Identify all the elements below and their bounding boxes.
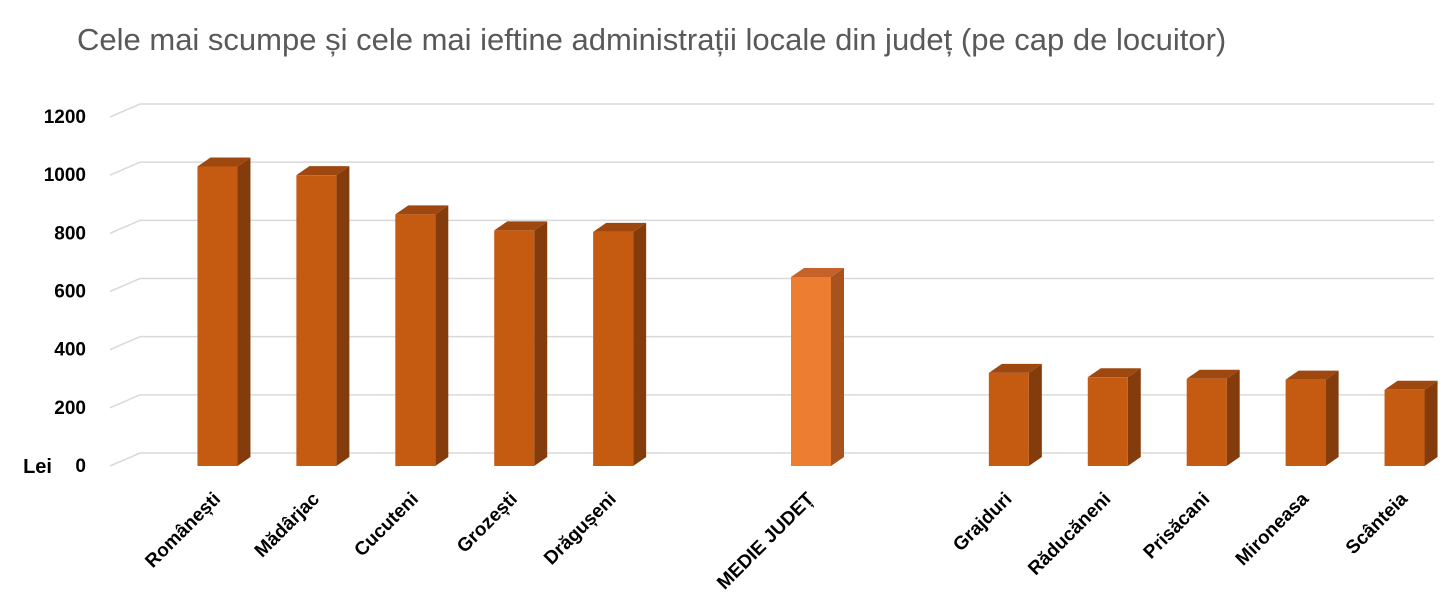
x-tick-label: Grajduri bbox=[949, 489, 1016, 556]
y-tick-label: 200 bbox=[54, 398, 86, 419]
x-tick-label: Drăgușeni bbox=[540, 489, 621, 570]
chart-title: Cele mai scumpe și cele mai ieftine admi… bbox=[77, 22, 1227, 57]
bar bbox=[593, 222, 647, 466]
bar bbox=[791, 267, 844, 466]
x-tick-label: MEDIE JUDEȚ bbox=[713, 488, 818, 593]
y-tick-label: 0 bbox=[75, 456, 86, 477]
y-tick-label: 600 bbox=[54, 282, 86, 303]
gridline bbox=[109, 219, 1434, 235]
y-tick-label: 1000 bbox=[44, 165, 86, 186]
y-axis-label: Lei bbox=[23, 456, 52, 478]
bar bbox=[1087, 368, 1141, 466]
bar bbox=[1186, 369, 1240, 466]
bar bbox=[494, 221, 548, 466]
bar bbox=[988, 363, 1042, 466]
y-tick-label: 1200 bbox=[44, 107, 86, 128]
x-tick-label: Răducăneni bbox=[1024, 489, 1115, 580]
x-tick-label: Prisăcani bbox=[1140, 489, 1215, 564]
bar bbox=[296, 166, 350, 466]
x-tick-label: Cucuteni bbox=[351, 489, 423, 561]
x-tick-label: Românești bbox=[141, 489, 225, 573]
gridline bbox=[109, 335, 1434, 351]
bar bbox=[395, 205, 449, 466]
bar bbox=[1384, 380, 1438, 466]
x-tick-label: Mădârjac bbox=[251, 488, 324, 561]
bar bbox=[197, 157, 251, 467]
bar bbox=[1285, 370, 1339, 466]
gridline bbox=[109, 103, 1434, 118]
x-tick-label: Mironeasa bbox=[1232, 488, 1314, 570]
y-tick-label: 400 bbox=[54, 340, 86, 361]
y-tick-label: 800 bbox=[54, 223, 86, 244]
gridline bbox=[109, 277, 1434, 293]
x-tick-label: Scânteia bbox=[1342, 488, 1412, 558]
x-tick-label: Grozești bbox=[453, 489, 522, 558]
gridline bbox=[109, 161, 1434, 176]
